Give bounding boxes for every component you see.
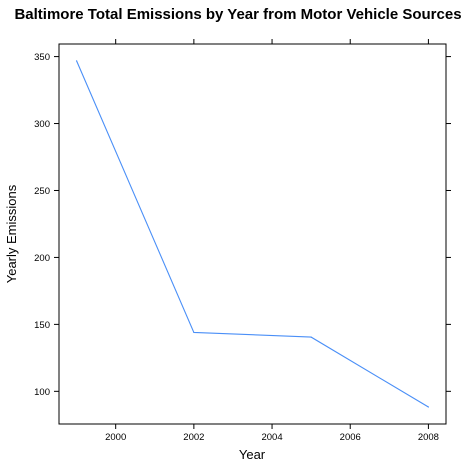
x-tick-label: 2004: [261, 432, 282, 443]
data-point: [75, 60, 78, 62]
x-tick-label: 2000: [105, 432, 126, 443]
y-tick-label: 200: [34, 253, 50, 264]
series-line: [76, 60, 429, 408]
plot-frame: [58, 43, 447, 425]
x-axis: 2000 2002 2004 2006 2008: [105, 39, 439, 443]
y-tick-label: 150: [34, 320, 50, 331]
x-tick-label: 2002: [183, 432, 204, 443]
y-axis: 100 150 200 250 300 350: [34, 52, 451, 398]
y-tick-label: 300: [34, 119, 50, 130]
chart-title: Baltimore Total Emissions by Year from M…: [14, 6, 461, 23]
data-point: [310, 336, 312, 338]
data-point: [427, 406, 430, 408]
y-axis-label: Yearly Emissions: [4, 184, 19, 283]
y-tick-label: 350: [34, 52, 50, 63]
series-layer: [75, 60, 430, 408]
y-tick-label: 100: [34, 387, 50, 398]
x-tick-label: 2008: [418, 432, 439, 443]
x-tick-label: 2006: [340, 432, 361, 443]
y-tick-label: 250: [34, 186, 50, 197]
x-axis-label: Year: [239, 447, 266, 462]
data-point: [193, 331, 195, 334]
